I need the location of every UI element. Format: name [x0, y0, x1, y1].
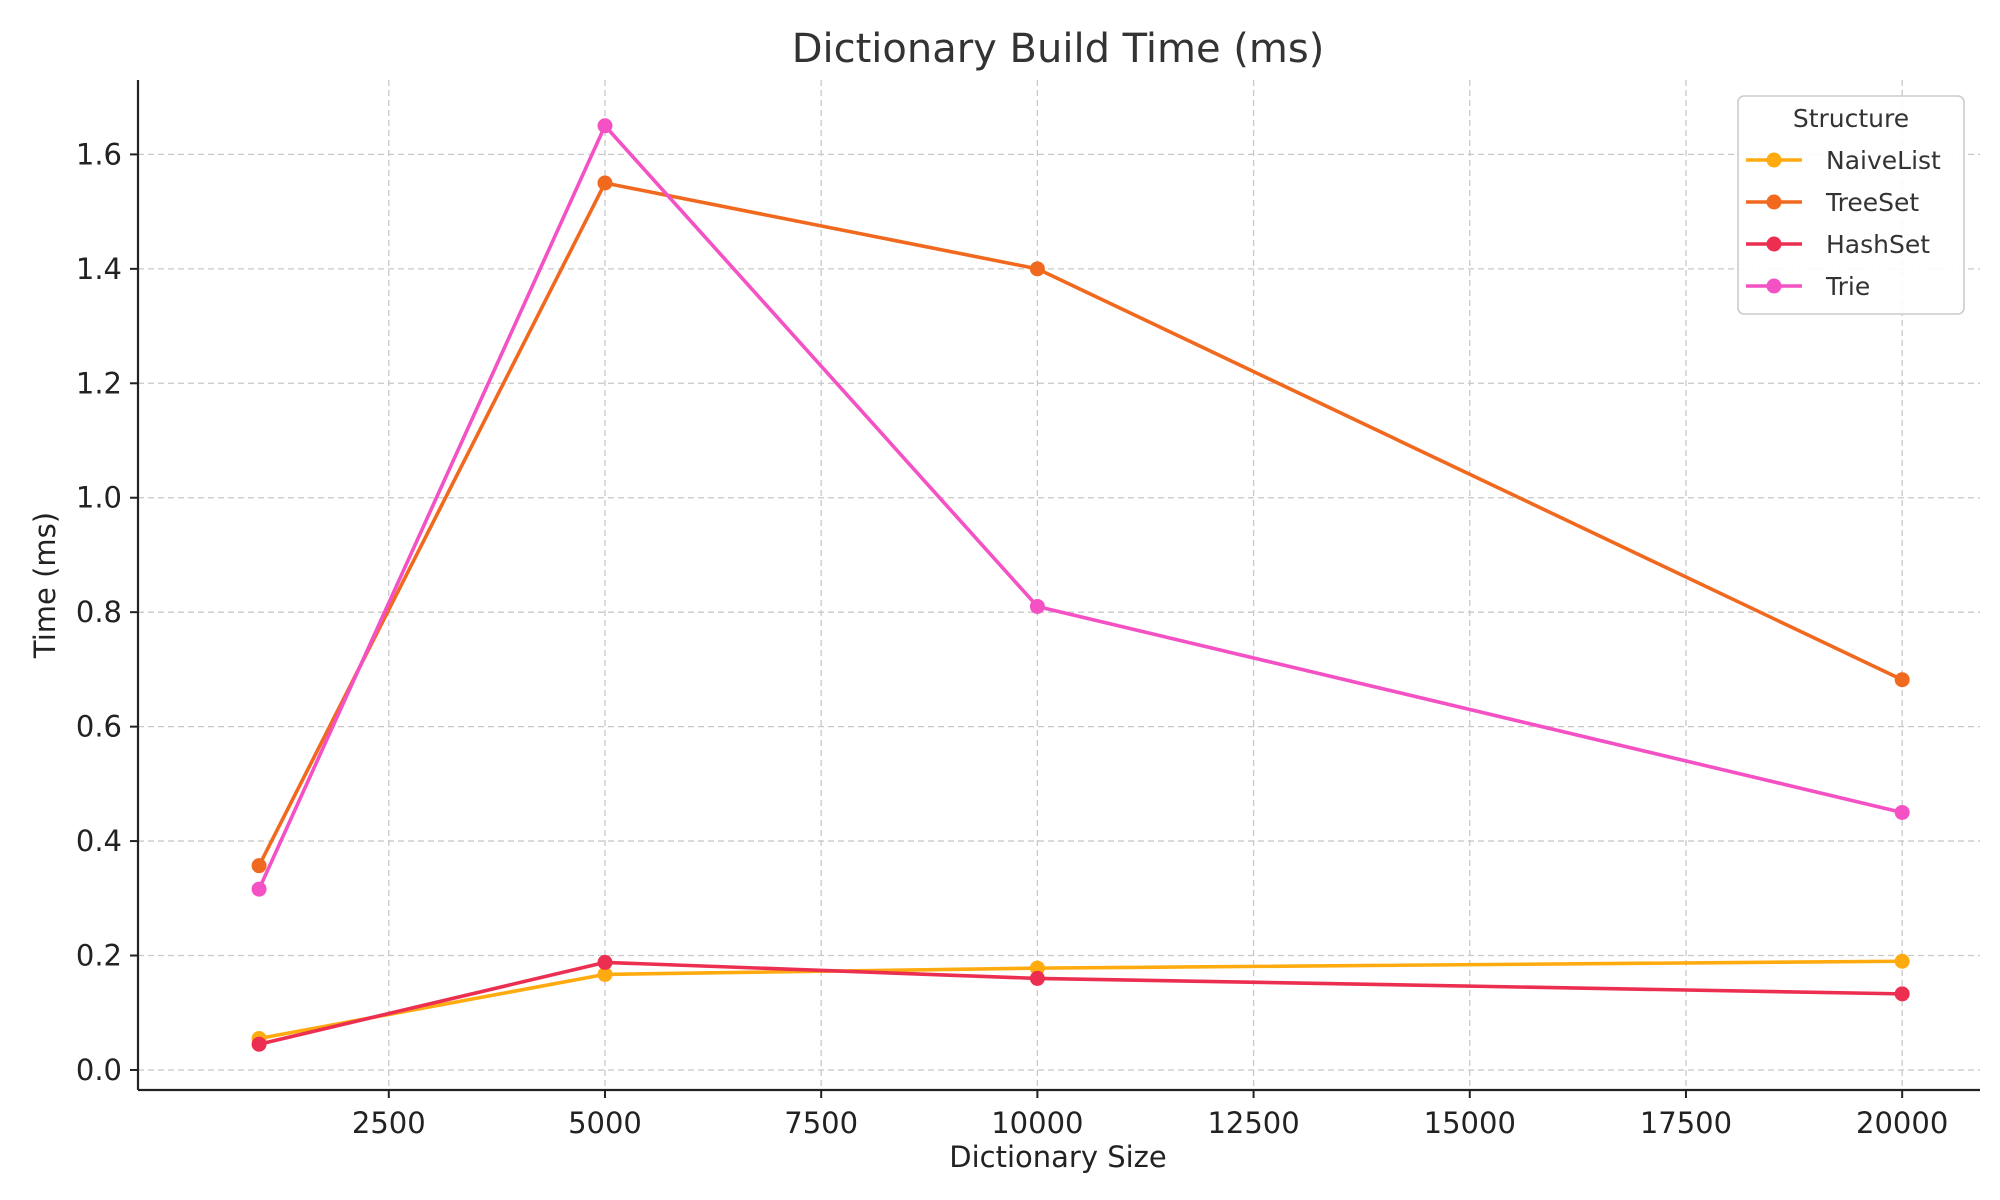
y-axis-label: Time (ms) [28, 512, 62, 659]
data-point [1029, 960, 1045, 976]
y-tick-label: 0.6 [76, 710, 122, 744]
series-layer [251, 118, 1910, 1052]
data-point [1029, 970, 1045, 986]
series-line [257, 181, 1903, 867]
data-point [597, 118, 613, 134]
y-tick-label: 0.2 [76, 939, 122, 973]
y-tick-label: 0.4 [76, 824, 122, 858]
series-treeset [251, 175, 1910, 874]
data-point [1894, 953, 1910, 969]
x-tick-label: 12500 [1207, 1106, 1299, 1140]
y-tick-label: 1.0 [76, 481, 122, 515]
y-tick-label: 0.0 [76, 1053, 122, 1087]
data-point [597, 175, 613, 191]
legend-swatch-marker [1766, 278, 1782, 294]
x-tick-label: 10000 [991, 1106, 1083, 1140]
data-point [1894, 804, 1910, 820]
series-trie [251, 118, 1910, 897]
x-tick-label: 20000 [1856, 1106, 1948, 1140]
legend-label: NaiveList [1826, 146, 1941, 175]
axes [136, 80, 1980, 1092]
data-point [1894, 986, 1910, 1002]
legend-label: TreeSet [1825, 188, 1919, 217]
data-point [1894, 672, 1910, 688]
legend-box [1737, 95, 1965, 315]
legend-item-naivelist: NaiveList [1746, 146, 1941, 175]
grid [138, 80, 1980, 1090]
x-tick-label: 7500 [784, 1106, 858, 1140]
y-tick-label: 1.6 [76, 137, 122, 171]
legend-swatch-marker [1766, 194, 1782, 210]
legend-item-hashset: HashSet [1746, 230, 1930, 259]
legend-items: NaiveList TreeSet HashSet Trie [1746, 146, 1941, 301]
legend-item-treeset: TreeSet [1746, 188, 1919, 217]
y-tick-label: 1.4 [76, 252, 122, 286]
y-ticks: 0.0 0.2 0.4 0.6 0.8 1.0 1.2 1.4 1.6 [76, 137, 138, 1087]
legend: Structure NaiveList TreeSet HashSet Trie [1737, 95, 1965, 315]
x-axis-label: Dictionary Size [949, 1140, 1167, 1174]
legend-item-trie: Trie [1746, 272, 1870, 301]
series-line [258, 960, 1903, 1046]
series-hashset [251, 954, 1910, 1052]
x-tick-label: 15000 [1424, 1106, 1516, 1140]
series-line [257, 123, 1903, 890]
data-point [251, 1036, 267, 1052]
legend-label: HashSet [1826, 230, 1930, 259]
y-tick-label: 0.8 [76, 595, 122, 629]
legend-title: Structure [1793, 104, 1909, 133]
legend-swatch-marker [1766, 236, 1782, 252]
data-point [1029, 261, 1045, 277]
chart-title: Dictionary Build Time (ms) [792, 26, 1325, 72]
x-tick-label: 5000 [568, 1106, 642, 1140]
data-point [597, 954, 613, 970]
legend-swatch-marker [1766, 152, 1782, 168]
data-point [251, 858, 267, 874]
data-point [251, 881, 267, 897]
data-point [1029, 598, 1045, 614]
x-tick-label: 17500 [1640, 1106, 1732, 1140]
data-point [597, 966, 613, 982]
x-tick-label: 2500 [352, 1106, 426, 1140]
y-tick-label: 1.2 [76, 366, 122, 400]
legend-label: Trie [1825, 272, 1870, 301]
x-ticks: 2500 5000 7500 10000 12500 15000 17500 20000 [352, 1090, 1948, 1140]
